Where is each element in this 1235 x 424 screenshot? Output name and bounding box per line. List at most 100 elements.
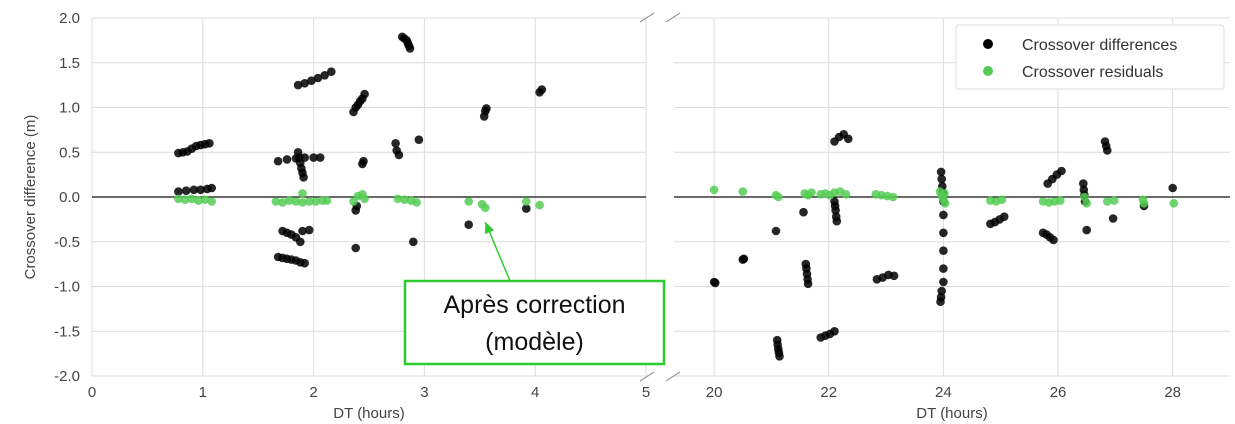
point-crossover-residuals	[298, 189, 307, 198]
point-crossover-residuals	[400, 195, 409, 204]
point-crossover-differences	[414, 135, 424, 144]
break-mark-top-right	[665, 12, 681, 23]
point-crossover-differences	[293, 80, 303, 90]
point-crossover-differences	[207, 183, 216, 193]
point-crossover-differences	[522, 204, 531, 213]
point-crossover-differences	[939, 228, 948, 238]
x-tick-label: 28	[1164, 384, 1181, 401]
y-tick-label: -1.0	[54, 279, 80, 296]
point-crossover-residuals	[709, 185, 719, 195]
point-crossover-residuals	[322, 196, 332, 205]
x-tick-label: 4	[531, 384, 539, 401]
point-crossover-residuals	[200, 195, 210, 204]
point-crossover-differences	[300, 79, 310, 88]
y-tick-label: 2.0	[59, 10, 80, 27]
x-tick-label: 0	[88, 384, 96, 401]
point-crossover-differences	[273, 156, 283, 166]
point-crossover-residuals	[311, 197, 321, 206]
point-crossover-residuals	[1103, 197, 1112, 206]
point-crossover-differences	[830, 327, 839, 336]
point-crossover-residuals	[298, 198, 307, 207]
legend-label-crossover-differences: Crossover differences	[1022, 37, 1177, 54]
point-crossover-differences	[1168, 183, 1177, 193]
point-crossover-differences	[739, 254, 749, 264]
point-crossover-differences	[181, 186, 191, 195]
point-crossover-residuals	[278, 198, 287, 207]
annotation-box	[403, 279, 666, 366]
axis-break-marks	[639, 12, 681, 382]
point-crossover-differences	[189, 185, 199, 195]
point-crossover-differences	[1049, 235, 1058, 245]
legend-box	[955, 24, 1225, 90]
point-crossover-differences	[1079, 179, 1088, 188]
point-crossover-differences	[313, 73, 323, 83]
point-crossover-differences	[482, 104, 491, 113]
point-crossover-residuals	[1056, 196, 1065, 205]
point-crossover-residuals	[194, 196, 203, 205]
break-mark-top-left	[639, 12, 655, 23]
legend-marker-crossover-differences	[983, 39, 993, 49]
right-x-axis-label: DT (hours)	[916, 405, 987, 422]
point-crossover-residuals	[412, 198, 421, 207]
point-crossover-residuals	[360, 194, 369, 204]
point-crossover-differences	[405, 44, 415, 53]
point-crossover-residuals	[207, 197, 216, 206]
point-crossover-differences	[299, 173, 308, 182]
x-tick-label: 5	[642, 384, 650, 401]
point-crossover-residuals	[304, 197, 314, 206]
legend: Crossover differences Crossover residual…	[955, 24, 1225, 90]
point-crossover-residuals	[1139, 199, 1149, 208]
right-data-points	[709, 130, 1179, 361]
point-crossover-differences	[803, 279, 813, 289]
point-crossover-differences	[775, 352, 784, 361]
point-crossover-differences	[304, 225, 314, 235]
point-crossover-residuals	[271, 197, 281, 206]
x-tick-label: 20	[706, 384, 723, 401]
point-crossover-differences	[936, 167, 946, 177]
point-crossover-differences	[1103, 146, 1112, 155]
x-tick-label: 26	[1050, 384, 1067, 401]
point-crossover-differences	[799, 207, 808, 217]
break-mark-bottom-left	[639, 371, 655, 382]
point-crossover-residuals	[841, 190, 851, 199]
annotation-line-2: (modèle)	[485, 328, 584, 356]
y-axis-label: Crossover difference (m)	[22, 115, 39, 280]
left-data-points	[174, 32, 547, 268]
point-crossover-differences	[889, 271, 899, 281]
annotation-line-1: Après correction	[443, 291, 625, 319]
point-crossover-residuals	[464, 197, 474, 206]
point-crossover-differences	[360, 89, 369, 99]
point-crossover-residuals	[1109, 196, 1119, 205]
point-crossover-differences	[771, 226, 781, 236]
point-crossover-differences	[1057, 166, 1066, 176]
point-crossover-differences	[298, 226, 307, 236]
x-tick-label: 24	[935, 384, 952, 401]
y-tick-label: -0.5	[54, 234, 80, 251]
point-crossover-residuals	[1082, 199, 1091, 208]
point-crossover-differences	[196, 185, 205, 195]
point-crossover-differences	[1082, 225, 1091, 235]
point-crossover-differences	[351, 243, 361, 253]
point-crossover-differences	[307, 76, 316, 85]
x-tick-label: 3	[420, 384, 428, 401]
point-crossover-differences	[327, 67, 336, 76]
point-crossover-residuals	[807, 188, 816, 197]
point-crossover-residuals	[774, 192, 783, 202]
point-crossover-differences	[309, 153, 318, 162]
point-crossover-differences	[937, 174, 946, 184]
point-crossover-differences	[831, 206, 840, 215]
point-crossover-residuals	[997, 195, 1007, 204]
point-crossover-differences	[205, 139, 214, 148]
point-crossover-differences	[844, 134, 853, 144]
point-crossover-differences	[937, 286, 946, 296]
point-crossover-residuals	[535, 200, 544, 210]
x-tick-label: 2	[309, 384, 317, 401]
point-crossover-differences	[936, 297, 945, 307]
point-crossover-differences	[174, 187, 183, 196]
point-crossover-differences	[409, 237, 418, 247]
point-crossover-differences	[939, 210, 948, 220]
point-crossover-residuals	[738, 187, 748, 196]
point-crossover-differences	[315, 153, 325, 162]
point-crossover-differences	[1108, 214, 1118, 223]
point-crossover-residuals	[187, 194, 196, 204]
